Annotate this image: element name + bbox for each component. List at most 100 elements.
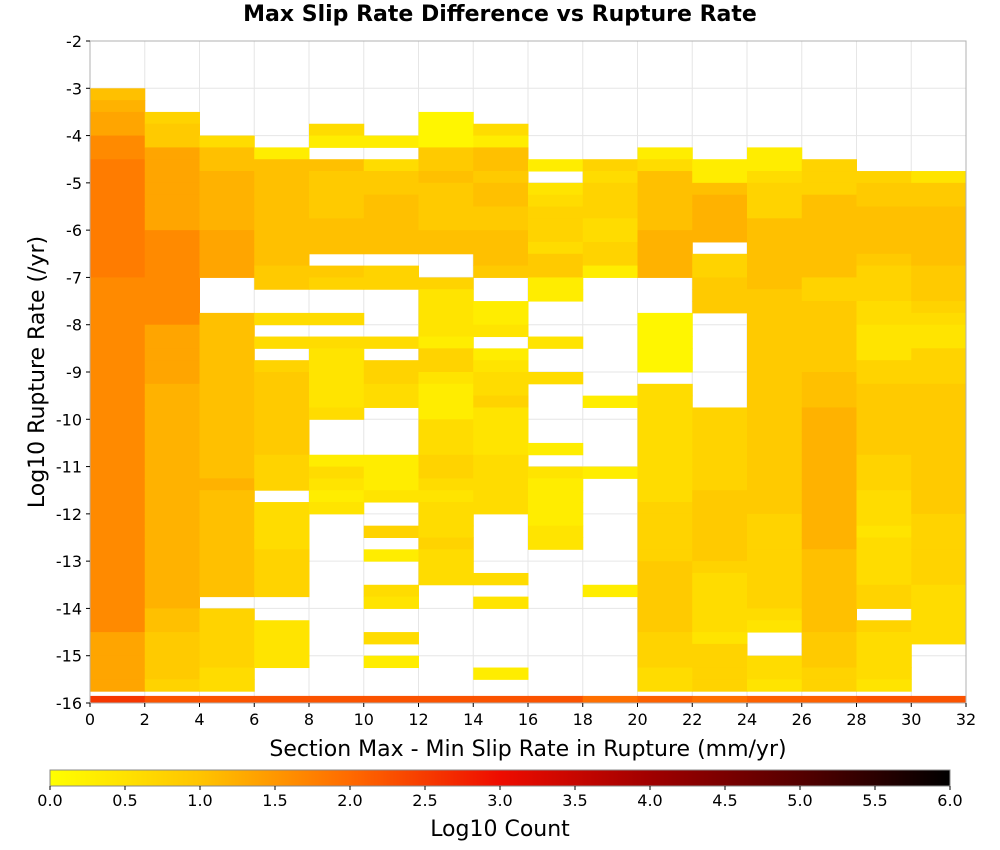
heatmap-cell xyxy=(911,171,967,184)
heatmap-cell xyxy=(418,277,474,290)
heatmap-cell xyxy=(528,466,584,479)
heatmap-cell xyxy=(90,336,146,349)
heatmap-cell xyxy=(199,135,255,148)
heatmap-cell xyxy=(90,679,146,692)
heatmap-cell xyxy=(637,584,693,598)
heatmap-cell xyxy=(856,360,912,373)
heatmap-cell xyxy=(747,360,803,373)
heatmap-cell xyxy=(911,632,967,645)
heatmap-cell xyxy=(199,419,255,432)
heatmap-cell xyxy=(418,478,474,491)
x-axis-ticks: 0 2 4 6 8 10 12 14 16 18 20 22 24 26 28 30 32 xyxy=(85,703,976,729)
x-tick-label: 6 xyxy=(249,710,259,729)
heatmap-cell xyxy=(199,572,255,586)
x-tick-label: 32 xyxy=(956,710,976,729)
heatmap-cell xyxy=(911,241,967,255)
heatmap-cell xyxy=(911,431,967,444)
heatmap-cell xyxy=(856,312,912,326)
y-tick-label: -9 xyxy=(66,363,82,382)
heatmap-cell xyxy=(637,549,693,562)
heatmap-cell xyxy=(856,643,912,657)
y-tick-label: -2 xyxy=(66,32,82,51)
heatmap-cell xyxy=(856,324,912,338)
heatmap-cell xyxy=(856,395,912,408)
heatmap-cell xyxy=(199,643,255,657)
heatmap-cell xyxy=(582,695,638,703)
heatmap-cell xyxy=(747,478,803,491)
heatmap-cell xyxy=(637,241,693,255)
heatmap-cell xyxy=(418,301,474,314)
heatmap-cell xyxy=(144,372,200,385)
heatmap-cell xyxy=(801,431,857,444)
heatmap-cell xyxy=(911,490,967,503)
heatmap-cell xyxy=(637,171,693,184)
heatmap-cell xyxy=(856,206,912,219)
heatmap-cell xyxy=(254,253,310,267)
heatmap-cell xyxy=(199,383,255,397)
heatmap-cell xyxy=(637,561,693,574)
heatmap-cell xyxy=(528,525,584,538)
heatmap-cell xyxy=(363,194,419,207)
heatmap-cell xyxy=(801,537,857,550)
heatmap-cell xyxy=(692,289,748,302)
heatmap-cell xyxy=(309,336,365,349)
heatmap-cell xyxy=(473,442,529,456)
heatmap-cell xyxy=(747,336,803,349)
heatmap-cell xyxy=(856,336,912,349)
heatmap-cell xyxy=(747,667,803,680)
heatmap-cell xyxy=(144,218,200,231)
heatmap-cell xyxy=(856,679,912,692)
heatmap-cell xyxy=(747,159,803,172)
heatmap-cell xyxy=(582,171,638,184)
colorbar-ticks: 0.0 0.5 1.0 1.5 2.0 2.5 3.0 3.5 4.0 4.5 5.0 5.5 6.0 xyxy=(37,786,963,810)
heatmap-cell xyxy=(418,336,474,349)
heatmap-cell xyxy=(144,194,200,207)
heatmap-cell xyxy=(528,695,584,703)
heatmap-cell xyxy=(418,561,474,574)
heatmap-cell xyxy=(692,466,748,479)
heatmap-cell xyxy=(144,502,200,515)
heatmap-cell xyxy=(911,206,967,219)
heatmap-cell xyxy=(911,620,967,633)
heatmap-cell xyxy=(747,383,803,397)
heatmap-cell xyxy=(418,230,474,243)
heatmap-cell xyxy=(473,395,529,408)
heatmap-cell xyxy=(801,253,857,267)
heatmap-cell xyxy=(856,230,912,243)
heatmap-cell xyxy=(801,490,857,503)
heatmap-cell xyxy=(418,372,474,385)
colorbar-tick-label: 6.0 xyxy=(937,791,962,810)
heatmap-cell xyxy=(801,206,857,219)
heatmap-cell xyxy=(309,277,365,290)
heatmap-cell xyxy=(363,159,419,172)
heatmap-cell xyxy=(801,695,857,703)
heatmap-cell xyxy=(144,171,200,184)
heatmap-cell xyxy=(747,171,803,184)
heatmap-cell xyxy=(473,383,529,397)
x-tick-label: 12 xyxy=(408,710,428,729)
heatmap-cell xyxy=(144,478,200,491)
heatmap-cell xyxy=(418,111,474,125)
heatmap-cell xyxy=(309,194,365,207)
colorbar-tick-label: 3.5 xyxy=(562,791,587,810)
chart-title: Max Slip Rate Difference vs Rupture Rate xyxy=(243,2,757,27)
heatmap-cell xyxy=(90,395,146,408)
heatmap-cell xyxy=(637,620,693,633)
heatmap-cell xyxy=(801,277,857,290)
heatmap-cell xyxy=(911,277,967,290)
heatmap-cell xyxy=(363,230,419,243)
heatmap-cell xyxy=(418,289,474,302)
heatmap-cell xyxy=(418,312,474,326)
heatmap-cell xyxy=(637,454,693,468)
heatmap-cell xyxy=(90,182,146,196)
heatmap-cell xyxy=(692,253,748,267)
heatmap-cell xyxy=(363,241,419,255)
heatmap-cell xyxy=(637,442,693,456)
heatmap-cell xyxy=(692,171,748,184)
heatmap-cell xyxy=(90,513,146,527)
heatmap-cell xyxy=(90,442,146,456)
heatmap-cell xyxy=(199,655,255,669)
heatmap-cell xyxy=(637,695,693,703)
heatmap-cell xyxy=(254,277,310,290)
heatmap-cell xyxy=(90,218,146,231)
